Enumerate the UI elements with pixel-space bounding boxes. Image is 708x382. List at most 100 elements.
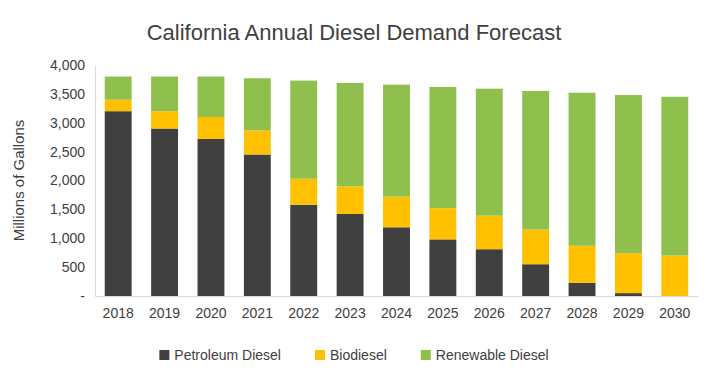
bar (615, 253, 642, 293)
x-tick-label: 2018 (103, 305, 134, 321)
y-tick: 3,500 (50, 86, 95, 102)
bar (569, 93, 596, 246)
legend-label: Biodiesel (330, 347, 387, 363)
x-tick: 2019 (149, 296, 180, 321)
legend-item: Petroleum Diesel (159, 347, 281, 363)
y-tick: 2,500 (50, 144, 95, 160)
x-tick-label: 2026 (474, 305, 505, 321)
bar (337, 186, 364, 214)
bar (337, 83, 364, 186)
x-tick-label: 2019 (149, 305, 180, 321)
chart: California Annual Diesel Demand Forecast… (0, 0, 708, 382)
legend-label: Renewable Diesel (436, 347, 549, 363)
bar (476, 249, 503, 296)
y-axis-label: Millions of Gallons (10, 120, 27, 242)
bar (337, 214, 364, 296)
bar (522, 91, 549, 230)
x-tick-label: 2030 (659, 305, 690, 321)
bar (522, 264, 549, 296)
x-tick: 2022 (288, 296, 319, 321)
bar (569, 246, 596, 283)
x-tick-label: 2024 (381, 305, 412, 321)
bar (615, 95, 642, 253)
x-tick: 2029 (613, 296, 644, 321)
x-tick: 2024 (381, 296, 412, 321)
x-tick: 2028 (566, 296, 597, 321)
y-axis: - 500 1,000 1,500 2,000 2,500 3,000 3,500 4,000 (50, 57, 96, 304)
y-tick: 3,000 (50, 115, 95, 131)
legend-item: Renewable Diesel (421, 347, 549, 363)
x-tick-label: 2029 (613, 305, 644, 321)
x-tick: 2018 (103, 296, 134, 321)
y-tick: 2,000 (50, 172, 95, 188)
y-tick: 4,000 (50, 57, 95, 73)
bar (661, 256, 688, 296)
x-tick: 2026 (474, 296, 505, 321)
bar (244, 130, 271, 154)
y-tick: - (80, 288, 95, 304)
x-tick: 2025 (427, 296, 458, 321)
bar (198, 77, 225, 117)
x-tick-label: 2022 (288, 305, 319, 321)
series-bars (105, 77, 689, 256)
x-axis: 2018 2019 2020 2021 2022 2023 2024 2025 2026 2027… (96, 296, 699, 321)
bar (661, 97, 688, 256)
x-tick-label: 2020 (195, 305, 226, 321)
bar (151, 129, 178, 296)
bar (569, 283, 596, 296)
y-tick: 500 (62, 259, 95, 275)
x-tick-label: 2021 (242, 305, 273, 321)
x-tick-label: 2028 (566, 305, 597, 321)
bar (244, 155, 271, 296)
x-tick: 2030 (659, 296, 690, 321)
bar (383, 197, 410, 228)
legend-swatch (421, 350, 431, 360)
bar (429, 87, 456, 208)
y-tick-label: 1,000 (50, 230, 85, 246)
series-bars (105, 111, 642, 296)
x-tick: 2027 (520, 296, 551, 321)
y-tick-label: - (80, 288, 85, 304)
bar (105, 77, 132, 100)
plot: - 500 1,000 1,500 2,000 2,500 3,000 3,500 4,000 2… (50, 57, 699, 321)
legend: Petroleum Diesel Biodiesel Renewable Diese… (159, 347, 548, 363)
bar (476, 216, 503, 249)
x-tick-label: 2025 (427, 305, 458, 321)
bar (290, 81, 317, 179)
bar (383, 227, 410, 296)
y-tick-label: 4,000 (50, 57, 85, 73)
bar (198, 139, 225, 296)
legend-label: Petroleum Diesel (174, 347, 281, 363)
y-tick-label: 500 (62, 259, 86, 275)
x-axis-line (96, 296, 699, 297)
y-axis-line (95, 66, 96, 297)
legend-item: Biodiesel (315, 347, 387, 363)
bar (476, 89, 503, 216)
bar (429, 208, 456, 239)
bar (290, 205, 317, 296)
title: California Annual Diesel Demand Forecast (147, 20, 562, 45)
bars (105, 77, 689, 296)
y-tick-label: 1,500 (50, 201, 85, 217)
bar (105, 111, 132, 296)
bar (105, 100, 132, 112)
bar (615, 293, 642, 296)
y-tick-label: 2,500 (50, 144, 85, 160)
bar (290, 179, 317, 205)
x-tick-label: 2023 (335, 305, 366, 321)
bar (522, 230, 549, 265)
y-tick-label: 3,000 (50, 115, 85, 131)
x-tick: 2023 (335, 296, 366, 321)
y-tick: 1,500 (50, 201, 95, 217)
legend-swatch (159, 350, 169, 360)
bar (429, 239, 456, 296)
bar (151, 111, 178, 128)
x-tick: 2021 (242, 296, 273, 321)
x-tick-label: 2027 (520, 305, 551, 321)
y-tick-label: 2,000 (50, 172, 85, 188)
y-tick: 1,000 (50, 230, 95, 246)
bar (383, 85, 410, 197)
y-tick-label: 3,500 (50, 86, 85, 102)
bar (244, 78, 271, 130)
x-tick: 2020 (195, 296, 226, 321)
